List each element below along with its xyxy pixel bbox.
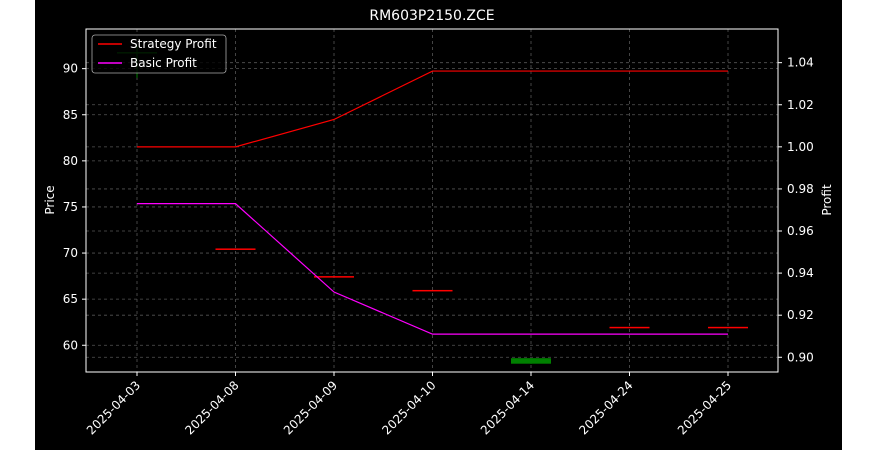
right-tick-label: 0.94 xyxy=(787,266,814,280)
series-line xyxy=(137,70,728,148)
candle-body xyxy=(708,326,748,329)
series-line xyxy=(137,203,728,335)
figure-background xyxy=(35,0,842,450)
candle-body xyxy=(609,326,650,329)
right-tick-label: 1.00 xyxy=(787,140,814,154)
candle xyxy=(215,248,256,250)
left-tick-label: 75 xyxy=(63,200,78,214)
candle xyxy=(511,358,551,364)
left-tick-label: 65 xyxy=(63,292,78,306)
candle-body xyxy=(314,276,354,278)
legend: Strategy Profit Basic Profit xyxy=(91,34,227,74)
left-axis-label: Price xyxy=(43,185,57,214)
chart-title: RM603P2150.ZCE xyxy=(369,8,494,24)
left-tick-label: 60 xyxy=(63,338,78,352)
legend-label: Strategy Profit xyxy=(130,37,217,51)
candle xyxy=(708,326,748,329)
right-tick-label: 0.92 xyxy=(787,308,814,322)
right-tick-label: 0.90 xyxy=(787,350,814,364)
candle-body xyxy=(511,358,551,364)
right-tick-label: 1.02 xyxy=(787,98,814,112)
right-tick-label: 1.04 xyxy=(787,56,814,70)
candle-body xyxy=(215,248,256,250)
right-axis-label: Profit xyxy=(820,184,834,216)
left-tick-label: 85 xyxy=(63,108,78,122)
legend-label: Basic Profit xyxy=(130,56,197,70)
candle-body xyxy=(412,289,453,292)
left-tick-label: 90 xyxy=(63,62,78,76)
candle xyxy=(314,276,354,278)
legend-box xyxy=(91,34,227,74)
series-layer xyxy=(137,70,728,335)
left-tick-label: 80 xyxy=(63,154,78,168)
right-tick-label: 0.96 xyxy=(787,224,814,238)
right-tick-label: 0.98 xyxy=(787,182,814,196)
candle xyxy=(609,326,650,329)
candle xyxy=(412,289,453,292)
left-tick-label: 70 xyxy=(63,246,78,260)
